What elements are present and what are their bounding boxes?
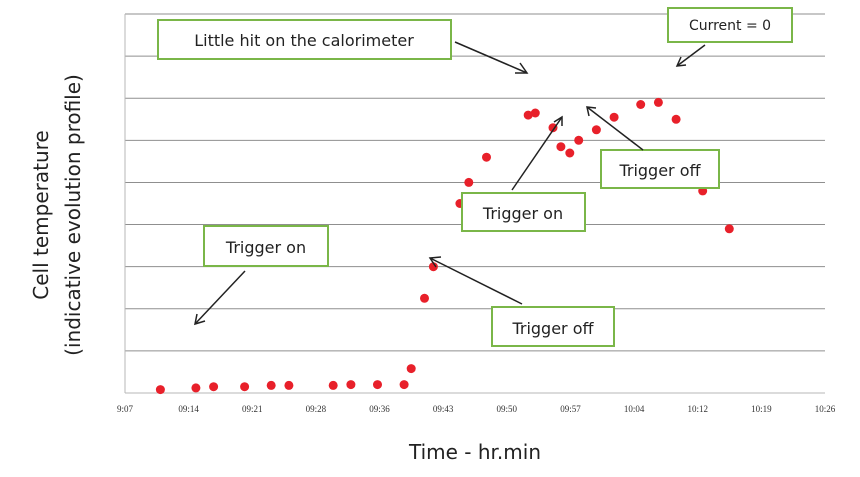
y-axis-title: Cell temperature (indicative evolution p… — [29, 74, 85, 356]
x-tick-label: 9:07 — [117, 404, 134, 414]
data-point — [399, 380, 409, 390]
x-tick-label: 10:26 — [815, 404, 836, 414]
x-tick-label: 09:14 — [178, 404, 199, 414]
annotation-text: Trigger off — [511, 319, 594, 338]
data-point — [556, 142, 566, 152]
data-points — [155, 97, 734, 395]
annotation-trigger-on-lower: Trigger on — [203, 225, 329, 267]
annotation-trigger-off-upper: Trigger off — [600, 149, 720, 189]
data-point — [406, 364, 416, 374]
data-point — [636, 100, 646, 109]
data-point — [420, 293, 429, 303]
annotation-box — [461, 192, 586, 232]
data-point — [574, 135, 584, 145]
x-axis-title: Time - hr.min — [408, 440, 541, 464]
data-point — [209, 382, 219, 392]
data-point — [565, 148, 575, 158]
data-point — [373, 380, 382, 390]
data-point — [523, 110, 533, 120]
arrow-current-zero — [675, 44, 706, 67]
annotation-box — [667, 7, 793, 43]
annotation-box — [203, 225, 329, 267]
data-point — [609, 112, 619, 122]
annotation-arrows — [194, 41, 706, 326]
x-tick-label: 09:50 — [497, 404, 518, 414]
annotation-trigger-off-lower: Trigger off — [491, 306, 615, 347]
x-tick-label: 09:57 — [560, 404, 581, 414]
arrow-trigger-off-lower — [428, 256, 523, 305]
arrow-trigger-off-upper — [586, 106, 644, 151]
data-point — [548, 123, 558, 133]
annotation-little-hit: Little hit on the calorimeter — [157, 19, 452, 60]
data-point — [240, 382, 250, 392]
data-point — [653, 97, 663, 107]
data-point — [346, 380, 356, 390]
annotation-box — [600, 149, 720, 189]
annotation-text: Current = 0 — [689, 18, 771, 34]
data-point — [724, 224, 734, 234]
annotation-box — [491, 306, 615, 347]
data-point — [464, 177, 474, 187]
x-tick-labels: 9:07 09:14 09:21 09:28 09:36 09:43 09:50 09:57 1… — [117, 404, 836, 414]
x-tick-label: 09:36 — [369, 404, 390, 414]
data-point — [191, 383, 201, 393]
data-point — [671, 114, 681, 124]
data-point — [284, 380, 294, 390]
arrow-trigger-on-upper — [511, 115, 563, 191]
annotation-text: Trigger off — [618, 161, 701, 180]
data-point — [591, 125, 601, 135]
data-point — [428, 262, 438, 272]
x-tick-label: 10:12 — [687, 404, 708, 414]
data-point — [530, 108, 540, 118]
annotation-box — [157, 19, 452, 60]
x-tick-label: 10:19 — [751, 404, 772, 414]
y-axis-title-line-1: Cell temperature — [29, 130, 53, 299]
y-axis-title-line-2: (indicative evolution profile) — [61, 74, 85, 356]
data-point — [328, 380, 338, 390]
annotation-trigger-on-upper: Trigger on — [461, 192, 586, 232]
arrow-trigger-on-lower — [194, 270, 246, 326]
annotations: Little hit on the calorimeter Current = … — [157, 7, 793, 347]
x-tick-label: 09:28 — [306, 404, 327, 414]
arrow-little-hit — [454, 41, 529, 74]
annotation-current-zero: Current = 0 — [667, 7, 793, 43]
x-tick-label: 09:21 — [242, 404, 263, 414]
annotation-text: Trigger on — [225, 238, 306, 257]
x-tick-label: 09:43 — [433, 404, 454, 414]
data-point — [155, 385, 165, 395]
data-point — [482, 152, 491, 162]
x-tick-label: 10:04 — [624, 404, 645, 414]
annotation-text: Trigger on — [482, 204, 563, 223]
data-point — [266, 380, 276, 390]
annotation-text: Little hit on the calorimeter — [194, 31, 414, 50]
